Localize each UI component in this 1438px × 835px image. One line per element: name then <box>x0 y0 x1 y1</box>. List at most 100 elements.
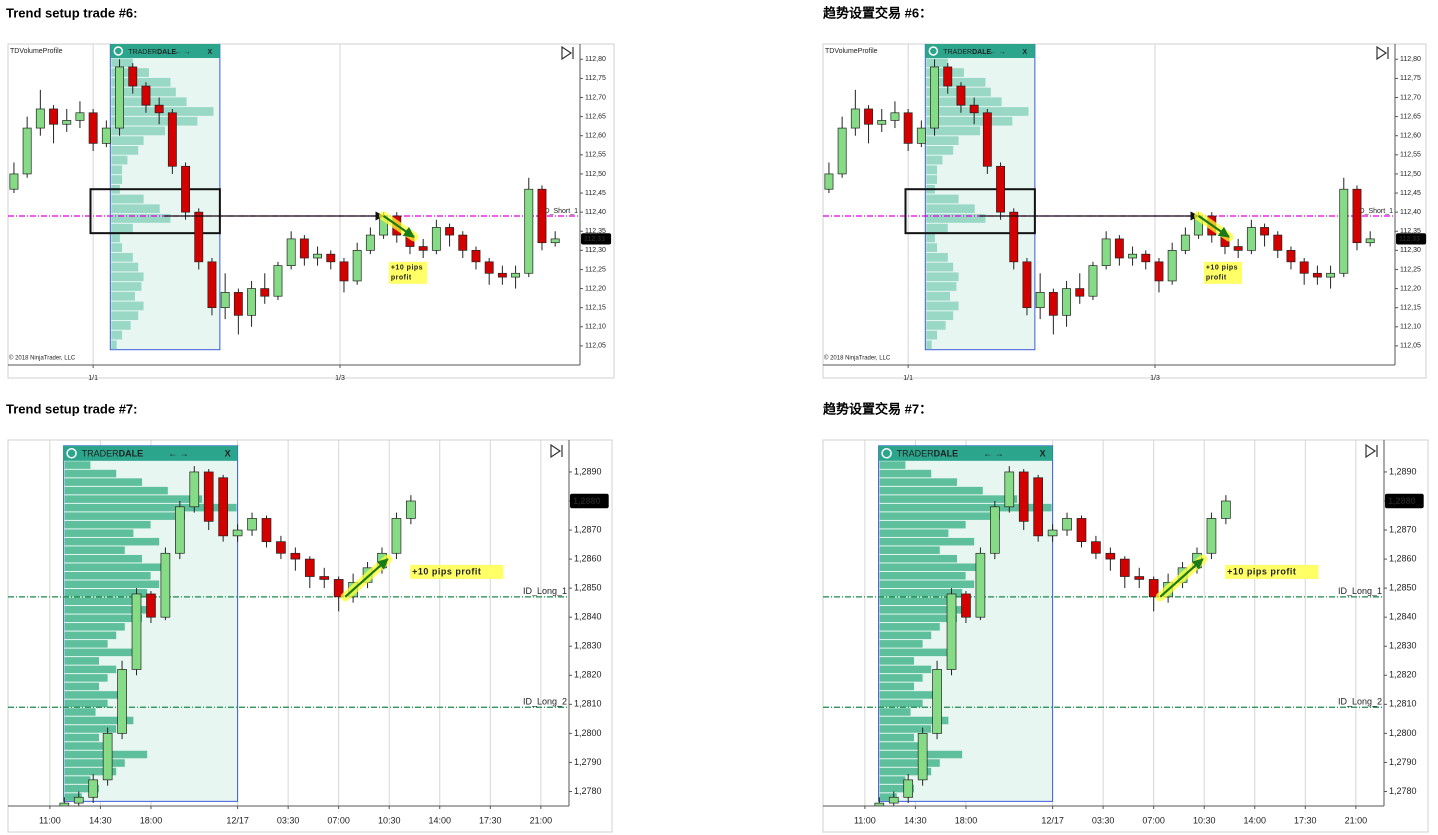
candle-body <box>537 188 547 244</box>
candle-body <box>1062 288 1072 316</box>
header-close[interactable]: X <box>1023 49 1028 56</box>
y-tick-label: 112,55 <box>585 152 606 159</box>
candle-body <box>1312 272 1322 278</box>
profile-bar <box>926 311 954 321</box>
play-icon[interactable] <box>1365 443 1378 459</box>
header-arrows: ← → <box>168 449 189 459</box>
y-tick-label: 112,55 <box>1400 152 1421 159</box>
candle-body <box>1004 471 1015 508</box>
profile-bar <box>64 631 117 640</box>
profile-bar <box>64 708 96 716</box>
candle-body <box>207 261 217 309</box>
y-tick-label: 1,2800 <box>574 728 602 738</box>
candle-body <box>260 288 270 297</box>
candle-body <box>313 253 323 259</box>
y-tick-label: 112,70 <box>1400 94 1421 101</box>
level-label: ID_Long_2 <box>1338 697 1382 707</box>
header-close[interactable]: X <box>1040 449 1046 459</box>
candle-body <box>1326 272 1336 278</box>
candle-body <box>1033 477 1043 537</box>
candle-body <box>9 173 19 190</box>
candle-body <box>218 477 228 537</box>
chart-panel: TRADER DALE← → X ID_Short_1 +10 pips profit 1/… <box>7 43 615 382</box>
candle-body <box>864 108 873 125</box>
profile-bar <box>879 512 1000 520</box>
profile-bar <box>64 589 148 597</box>
profile-bar <box>111 282 142 291</box>
profile-bar <box>64 571 151 580</box>
profile-bar <box>879 563 983 571</box>
indicator-name: TDVolumeProfile <box>825 48 878 55</box>
candle-body <box>88 112 98 144</box>
candle-body <box>276 541 286 554</box>
profile-bar <box>111 136 144 146</box>
y-tick-label: 112,50 <box>585 171 606 178</box>
panel-frame <box>7 43 615 379</box>
profile-bar <box>111 243 123 252</box>
play-icon[interactable] <box>1376 45 1389 61</box>
profile-bar <box>879 648 949 657</box>
candle-body <box>956 85 966 106</box>
profile-bar <box>64 674 108 682</box>
profile-bar <box>879 725 932 733</box>
candle-body <box>877 120 887 125</box>
profile-bar <box>64 682 99 691</box>
candle-body <box>996 165 1005 213</box>
profile-bar <box>64 512 185 520</box>
profile-bar <box>64 486 168 495</box>
candle-body <box>35 108 45 129</box>
profile-header <box>63 445 238 461</box>
candle-body <box>181 165 190 213</box>
y-tick-label: 112,75 <box>585 75 606 82</box>
play-icon[interactable] <box>550 443 563 459</box>
profile-header <box>878 445 1053 461</box>
y-tick-label: 1,2840 <box>1389 612 1417 622</box>
chart-panel: TRADER DALE← → X ID_Short_1 +10 pips profit 1/… <box>822 43 1427 382</box>
play-icon[interactable] <box>561 45 574 61</box>
y-tick-label: 1,2850 <box>1389 583 1417 593</box>
profile-bar <box>879 537 975 546</box>
price-tag <box>1396 233 1427 245</box>
candle-body <box>290 552 301 560</box>
candle-body <box>189 471 200 508</box>
header-arrows: ← → <box>983 449 1004 459</box>
profile-bar <box>926 340 932 350</box>
candle-body <box>850 108 860 129</box>
y-tick-label: 1,2820 <box>574 670 602 680</box>
header-brand-bold: DALE <box>157 49 176 56</box>
y-tick-label: 1,2790 <box>1389 757 1417 767</box>
candle-body <box>1141 253 1151 263</box>
candle-body <box>1260 227 1270 236</box>
profile-bar <box>879 699 923 708</box>
price-tag-label: 1,2880 <box>1388 496 1416 506</box>
annotation-text: profit <box>391 275 412 282</box>
y-tick-label: 1,2800 <box>1389 728 1417 738</box>
profile-bar <box>64 563 168 571</box>
header-brand: TRADER <box>128 49 157 56</box>
header-close[interactable]: X <box>225 449 231 459</box>
price-tag-label: 112,33 <box>584 236 605 243</box>
profile-bar <box>64 657 99 665</box>
header-close[interactable]: X <box>208 49 213 56</box>
plot-area: TRADER DALE← → X ID_Short_1 +10 pips profit <box>823 44 1395 365</box>
candle-body <box>1047 529 1058 537</box>
candle-body <box>969 104 979 114</box>
candle-body <box>22 127 32 175</box>
profile-bar <box>926 116 1013 126</box>
candle-body <box>1233 246 1243 251</box>
candle-body <box>524 188 534 274</box>
price-tag <box>570 493 609 509</box>
candle-body <box>1180 234 1190 251</box>
candle-body <box>49 108 58 125</box>
y-tick-label: 112,25 <box>585 266 606 273</box>
x-tick-label: 14:00 <box>1243 815 1266 825</box>
candle-body <box>975 552 986 618</box>
candle-body <box>943 66 953 87</box>
profile-bar <box>879 631 932 640</box>
profile-bar <box>111 262 139 272</box>
profile-bar <box>64 461 91 469</box>
profile-bar <box>111 272 144 282</box>
y-tick-label: 112,40 <box>1400 209 1421 216</box>
profile-bar <box>879 571 966 580</box>
y-tick-label: 112,15 <box>1400 305 1421 312</box>
